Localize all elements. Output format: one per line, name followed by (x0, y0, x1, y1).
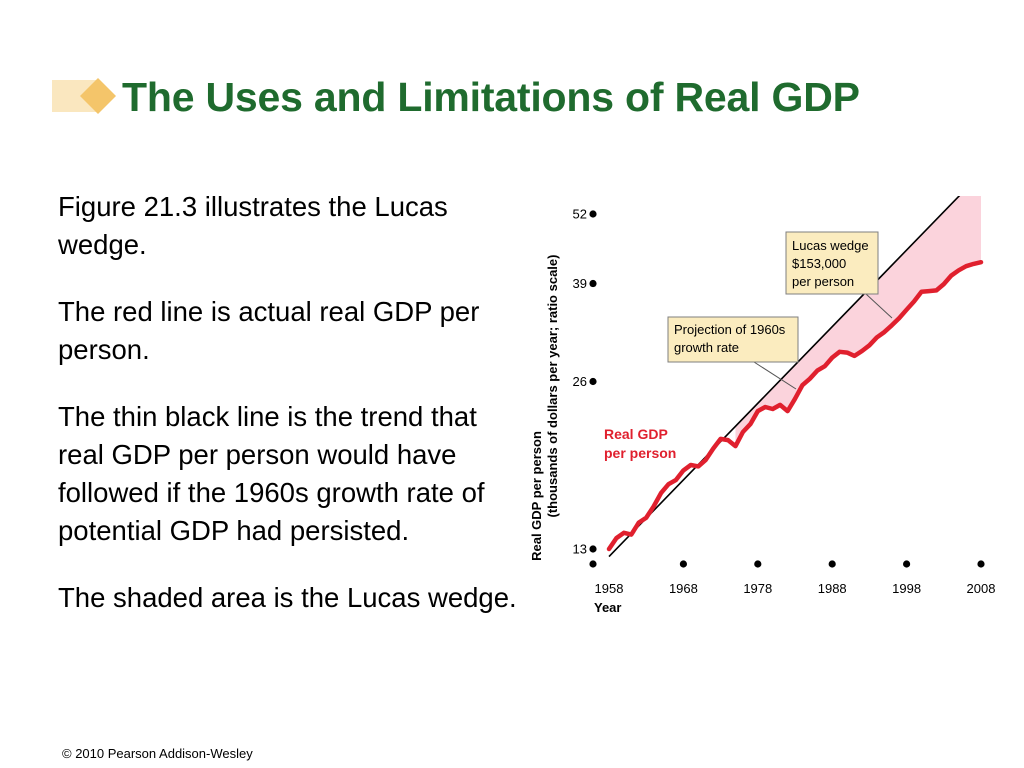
x-tick-label-2008: 2008 (967, 581, 996, 596)
y-tick-label-13: 13 (573, 542, 587, 557)
x-tick-label-1958: 1958 (595, 581, 624, 596)
bullet-diamond (80, 78, 116, 114)
projection-callout-line1: Projection of 1960s (674, 322, 786, 337)
x-tick-dot-1968 (679, 560, 687, 568)
y-axis-label-line2: (thousands of dollars per year; ratio sc… (545, 255, 560, 518)
x-tick-label-1998: 1998 (892, 581, 921, 596)
paragraph-1: Figure 21.3 illustrates the Lucas wedge. (58, 191, 448, 260)
lucas-wedge-callout-line2: $153,000 (792, 256, 846, 271)
title-bullet-icon (52, 78, 116, 114)
x-tick-dot-1998 (903, 560, 911, 568)
x-tick-label-1978: 1978 (743, 581, 772, 596)
y-tick-dot-26 (589, 377, 597, 386)
lucas-wedge-area (735, 196, 981, 447)
y-tick-label-26: 26 (573, 374, 587, 389)
x-tick-dot-2008 (977, 560, 985, 568)
projection-callout-leader (753, 361, 797, 390)
slide-title: The Uses and Limitations of Real GDP (122, 74, 860, 120)
paragraph-3: The thin black line is the trend that re… (58, 401, 485, 546)
projection-trend-line (608, 196, 961, 558)
y-tick-label-39: 39 (573, 276, 587, 291)
y-tick-dot-13 (589, 545, 597, 553)
projection-callout-box (667, 316, 799, 363)
origin-dot (589, 560, 597, 568)
x-tick-dot-1988 (828, 560, 836, 568)
paragraph-4: The shaded area is the Lucas wedge. (58, 582, 517, 613)
real-gdp-label-line1: Real GDP (604, 426, 668, 442)
copyright-notice: © 2010 Pearson Addison-Wesley (62, 746, 253, 761)
y-tick-dot-52 (589, 210, 597, 218)
real-gdp-line (606, 259, 984, 552)
lucas-wedge-callout-leader (865, 293, 893, 319)
y-tick-dot-39 (589, 279, 597, 288)
lucas-wedge-callout-box (785, 231, 879, 295)
y-axis-label-line1: Real GDP per person (529, 431, 544, 561)
x-tick-label-1988: 1988 (818, 581, 847, 596)
slide-body: Figure 21.3 illustrates the Lucas wedge.… (58, 188, 518, 646)
x-axis-label: Year (594, 600, 621, 615)
real-gdp-label-line2: per person (604, 445, 676, 461)
lucas-wedge-chart: 13 26 39 52 1958 1968 1978 1988 1998 2008 Real GD… (529, 196, 996, 615)
x-tick-dot-1978 (754, 560, 762, 568)
projection-callout-line2: growth rate (674, 340, 739, 355)
y-tick-label-52: 52 (573, 207, 587, 222)
paragraph-2: The red line is actual real GDP per pers… (58, 296, 480, 365)
lucas-wedge-callout-line1: Lucas wedge (792, 238, 869, 253)
x-tick-label-1968: 1968 (669, 581, 698, 596)
lucas-wedge-callout-line3: per person (792, 274, 854, 289)
